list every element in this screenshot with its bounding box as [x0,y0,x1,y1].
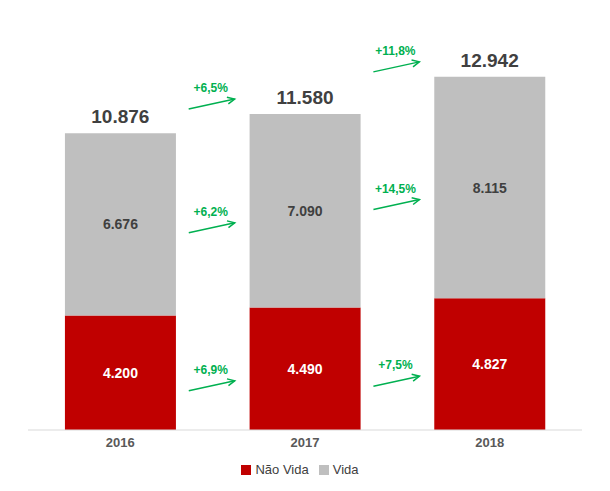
svg-text:4.200: 4.200 [103,365,138,381]
svg-text:+6,9%: +6,9% [194,363,229,377]
svg-text:12.942: 12.942 [461,50,519,71]
svg-text:6.676: 6.676 [103,216,138,232]
svg-text:+14,5%: +14,5% [375,182,416,196]
svg-text:+11,8%: +11,8% [375,44,416,58]
html-text:Vida: Vida [332,462,359,477]
svg-text:11.580: 11.580 [276,87,333,108]
svg-text:7.090: 7.090 [288,203,323,219]
svg-text:2016: 2016 [106,435,135,450]
html-text:Não Vida: Não Vida [255,462,309,477]
svg-text:+6,5%: +6,5% [193,81,228,95]
svg-text:8.115: 8.115 [473,180,507,196]
svg-text:+7,5%: +7,5% [378,358,413,372]
svg-text:10.876: 10.876 [91,106,149,127]
svg-text:+6,2%: +6,2% [194,205,229,219]
svg-text:4.490: 4.490 [288,361,323,377]
svg-text:2017: 2017 [291,435,320,450]
svg-text:2018: 2018 [475,435,504,450]
svg-text:4.827: 4.827 [472,356,507,372]
